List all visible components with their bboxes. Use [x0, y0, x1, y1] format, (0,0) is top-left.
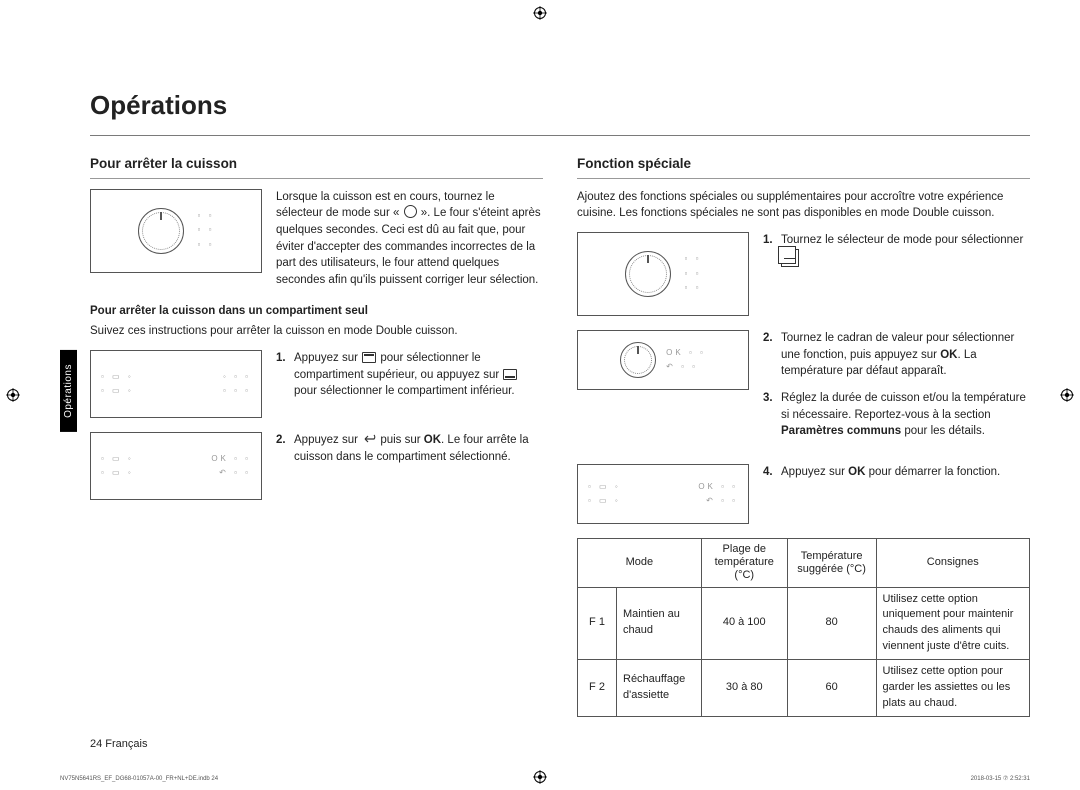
cell-suggested: 60 — [787, 660, 876, 717]
figure-value-dial: OK ▫ ▫↶ ▫ ▫ — [577, 330, 749, 390]
left-heading: Pour arrêter la cuisson — [90, 154, 543, 174]
figure-panel-start: ▫ ▭ ◦OK ▫ ▫ ▫ ▭ ◦↶ ▫ ▫ — [577, 464, 749, 524]
figure-panel-compartment: ▫ ▭ ◦◦ ▫ ▫ ▫ ▭ ◦▫ ▫ ▫ — [90, 350, 262, 418]
right-heading-rule — [577, 178, 1030, 179]
crop-mark-right — [1060, 388, 1074, 402]
cell-notes: Utilisez cette option uniquement pour ma… — [876, 587, 1029, 660]
step-number: 1. — [276, 350, 294, 408]
side-tab: Opérations — [60, 350, 77, 432]
left-subintro: Suivez ces instructions pour arrêter la … — [90, 323, 543, 340]
footer-filename: NV75N5641RS_EF_DG68-01057A-00_FR+NL+DE.i… — [60, 776, 218, 782]
figure-mode-selector-special: ▫ ▫▫ ▫▫ ▫ — [577, 232, 749, 316]
step1-a: Appuyez sur — [294, 352, 361, 364]
crop-mark-top — [533, 6, 547, 20]
cell-code: F 1 — [578, 587, 617, 660]
page-number: 24 Français — [90, 738, 147, 750]
step-number: 4. — [763, 464, 781, 514]
r-step3-a: Réglez la durée de cuisson et/ou la temp… — [781, 392, 1026, 421]
th-range: Plage de température (°C) — [701, 538, 787, 587]
table-row: F 2 Réchauffage d'assiette 30 à 80 60 Ut… — [578, 660, 1030, 717]
crop-mark-bottom — [533, 770, 547, 784]
left-heading-rule — [90, 178, 543, 179]
special-function-table: Mode Plage de température (°C) Températu… — [577, 538, 1030, 717]
th-suggested: Température suggérée (°C) — [787, 538, 876, 587]
r-step2-a: Tournez le cadran de valeur pour sélecti… — [781, 332, 1014, 361]
step-number: 1. — [763, 232, 781, 306]
page-title: Opérations — [90, 90, 1030, 121]
th-mode: Mode — [578, 538, 702, 587]
th-notes: Consignes — [876, 538, 1029, 587]
figure-panel-ok: ▫ ▭ ◦OK ▫ ▫ ▫ ▭ ◦↶ ▫ ▫ — [90, 432, 262, 500]
cell-code: F 2 — [578, 660, 617, 717]
left-step-1: 1. Appuyez sur pour sélectionner le comp… — [276, 350, 543, 408]
step2-a: Appuyez sur — [294, 434, 361, 446]
left-column: Pour arrêter la cuisson ▫ ▫▫ ▫▫ ▫ Lorsqu… — [90, 154, 543, 717]
cell-notes: Utilisez cette option pour garder les as… — [876, 660, 1029, 717]
r-step4-b: pour démarrer la fonction. — [865, 466, 1000, 478]
page-content: Opérations Opérations Pour arrêter la cu… — [90, 40, 1030, 750]
cell-name: Maintien au chaud — [617, 587, 702, 660]
table-row: F 1 Maintien au chaud 40 à 100 80 Utilis… — [578, 587, 1030, 660]
figure-mode-selector: ▫ ▫▫ ▫▫ ▫ — [90, 189, 262, 273]
ok-label-2: OK — [848, 466, 865, 478]
upper-compartment-icon — [362, 352, 376, 363]
back-icon — [362, 433, 376, 443]
left-step-2: 2. Appuyez sur puis sur OK. Le four arrê… — [276, 432, 543, 490]
right-step-1: 1. Tournez le sélecteur de mode pour sél… — [763, 232, 1023, 306]
cell-range: 40 à 100 — [701, 587, 787, 660]
ok-label: OK — [940, 349, 957, 361]
off-icon — [404, 205, 417, 218]
step-number: 2. — [276, 432, 294, 490]
lower-compartment-icon — [503, 369, 517, 380]
cell-range: 30 à 80 — [701, 660, 787, 717]
r-step1-text: Tournez le sélecteur de mode pour sélect… — [781, 234, 1023, 246]
table-header-row: Mode Plage de température (°C) Températu… — [578, 538, 1030, 587]
cell-suggested: 80 — [787, 587, 876, 660]
cell-name: Réchauffage d'assiette — [617, 660, 702, 717]
step-number: 2. — [763, 330, 781, 380]
right-step-3: 3. Réglez la durée de cuisson et/ou la t… — [763, 390, 1030, 440]
r-step3-b: pour les détails. — [901, 425, 985, 437]
footer-timestamp: 2018-03-15 ⑦ 2:52:31 — [971, 775, 1030, 782]
step1-c: pour sélectionner le compartiment inféri… — [294, 385, 515, 397]
right-step-2: 2. Tournez le cadran de valeur pour séle… — [763, 330, 1030, 380]
right-heading: Fonction spéciale — [577, 154, 1030, 174]
step-number: 3. — [763, 390, 781, 440]
r-step4-a: Appuyez sur — [781, 466, 848, 478]
title-rule — [90, 135, 1030, 136]
right-step-4: 4. Appuyez sur OK pour démarrer la fonct… — [763, 464, 1000, 514]
right-intro: Ajoutez des fonctions spéciales ou suppl… — [577, 189, 1030, 222]
special-function-icon — [781, 249, 799, 267]
crop-mark-left — [6, 388, 20, 402]
intro-paragraph: Lorsque la cuisson est en cours, tournez… — [276, 189, 543, 289]
left-subheading: Pour arrêter la cuisson dans un comparti… — [90, 303, 543, 320]
r-step3-bold: Paramètres communs — [781, 425, 901, 437]
right-column: Fonction spéciale Ajoutez des fonctions … — [577, 154, 1030, 717]
